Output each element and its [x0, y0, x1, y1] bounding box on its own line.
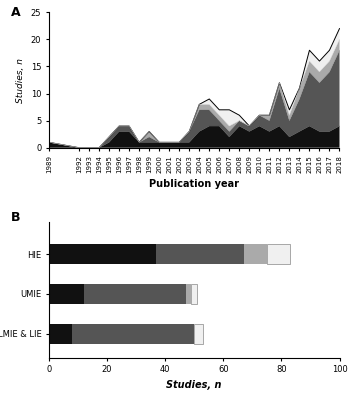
X-axis label: Publication year: Publication year: [149, 179, 239, 189]
Bar: [49, 324, 72, 344]
Bar: [191, 284, 197, 304]
X-axis label: Studies, n: Studies, n: [167, 380, 222, 390]
Bar: [49, 284, 84, 304]
Bar: [156, 244, 244, 264]
Text: A: A: [11, 6, 21, 18]
Bar: [186, 284, 191, 304]
Bar: [72, 324, 194, 344]
Bar: [194, 324, 203, 344]
Bar: [84, 284, 186, 304]
Text: B: B: [11, 211, 21, 224]
Bar: [49, 244, 156, 264]
Y-axis label: Studies, n: Studies, n: [16, 58, 25, 102]
Bar: [244, 244, 267, 264]
Bar: [267, 244, 290, 264]
